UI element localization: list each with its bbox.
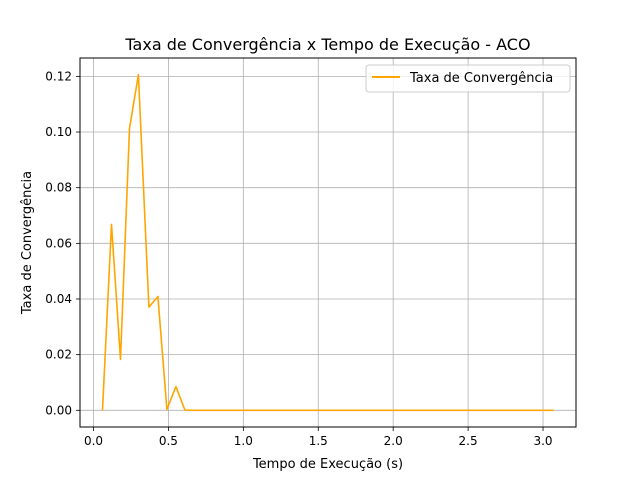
y-tick-label: 0.02: [45, 348, 72, 362]
series-line-0: [101, 73, 554, 412]
y-tick-label: 0.00: [45, 403, 72, 417]
y-axis-label: Taxa de Convergência: [20, 171, 35, 315]
y-tick-label: 0.04: [45, 292, 72, 306]
legend-box: [365, 64, 571, 93]
plot-frame: [79, 57, 577, 428]
legend: Taxa de Convergência: [365, 64, 571, 93]
x-tick-label: 0.0: [84, 434, 103, 448]
x-tick-label: 2.5: [459, 434, 478, 448]
x-tick-label: 1.5: [309, 434, 328, 448]
y-axis: 0.00 0.02 0.04 0.06 0.08 0.10 0.12: [45, 69, 80, 417]
x-axis-label: Tempo de Execução (s): [252, 457, 403, 472]
chart-title: Taxa de Convergência x Tempo de Execução…: [124, 35, 530, 54]
x-tick-label: 2.0: [384, 434, 403, 448]
y-tick-label: 0.08: [45, 181, 72, 195]
y-tick-label: 0.10: [45, 125, 72, 139]
x-tick-label: 0.5: [159, 434, 178, 448]
series-layer: [101, 73, 554, 412]
y-tick-label: 0.12: [45, 69, 72, 83]
x-tick-label: 1.0: [234, 434, 253, 448]
legend-label: Taxa de Convergência: [409, 71, 553, 86]
x-tick-label: 3.0: [533, 434, 552, 448]
y-tick-label: 0.06: [45, 236, 72, 250]
x-axis: 0.0 0.5 1.0 1.5 2.0 2.5 3.0: [84, 427, 553, 448]
